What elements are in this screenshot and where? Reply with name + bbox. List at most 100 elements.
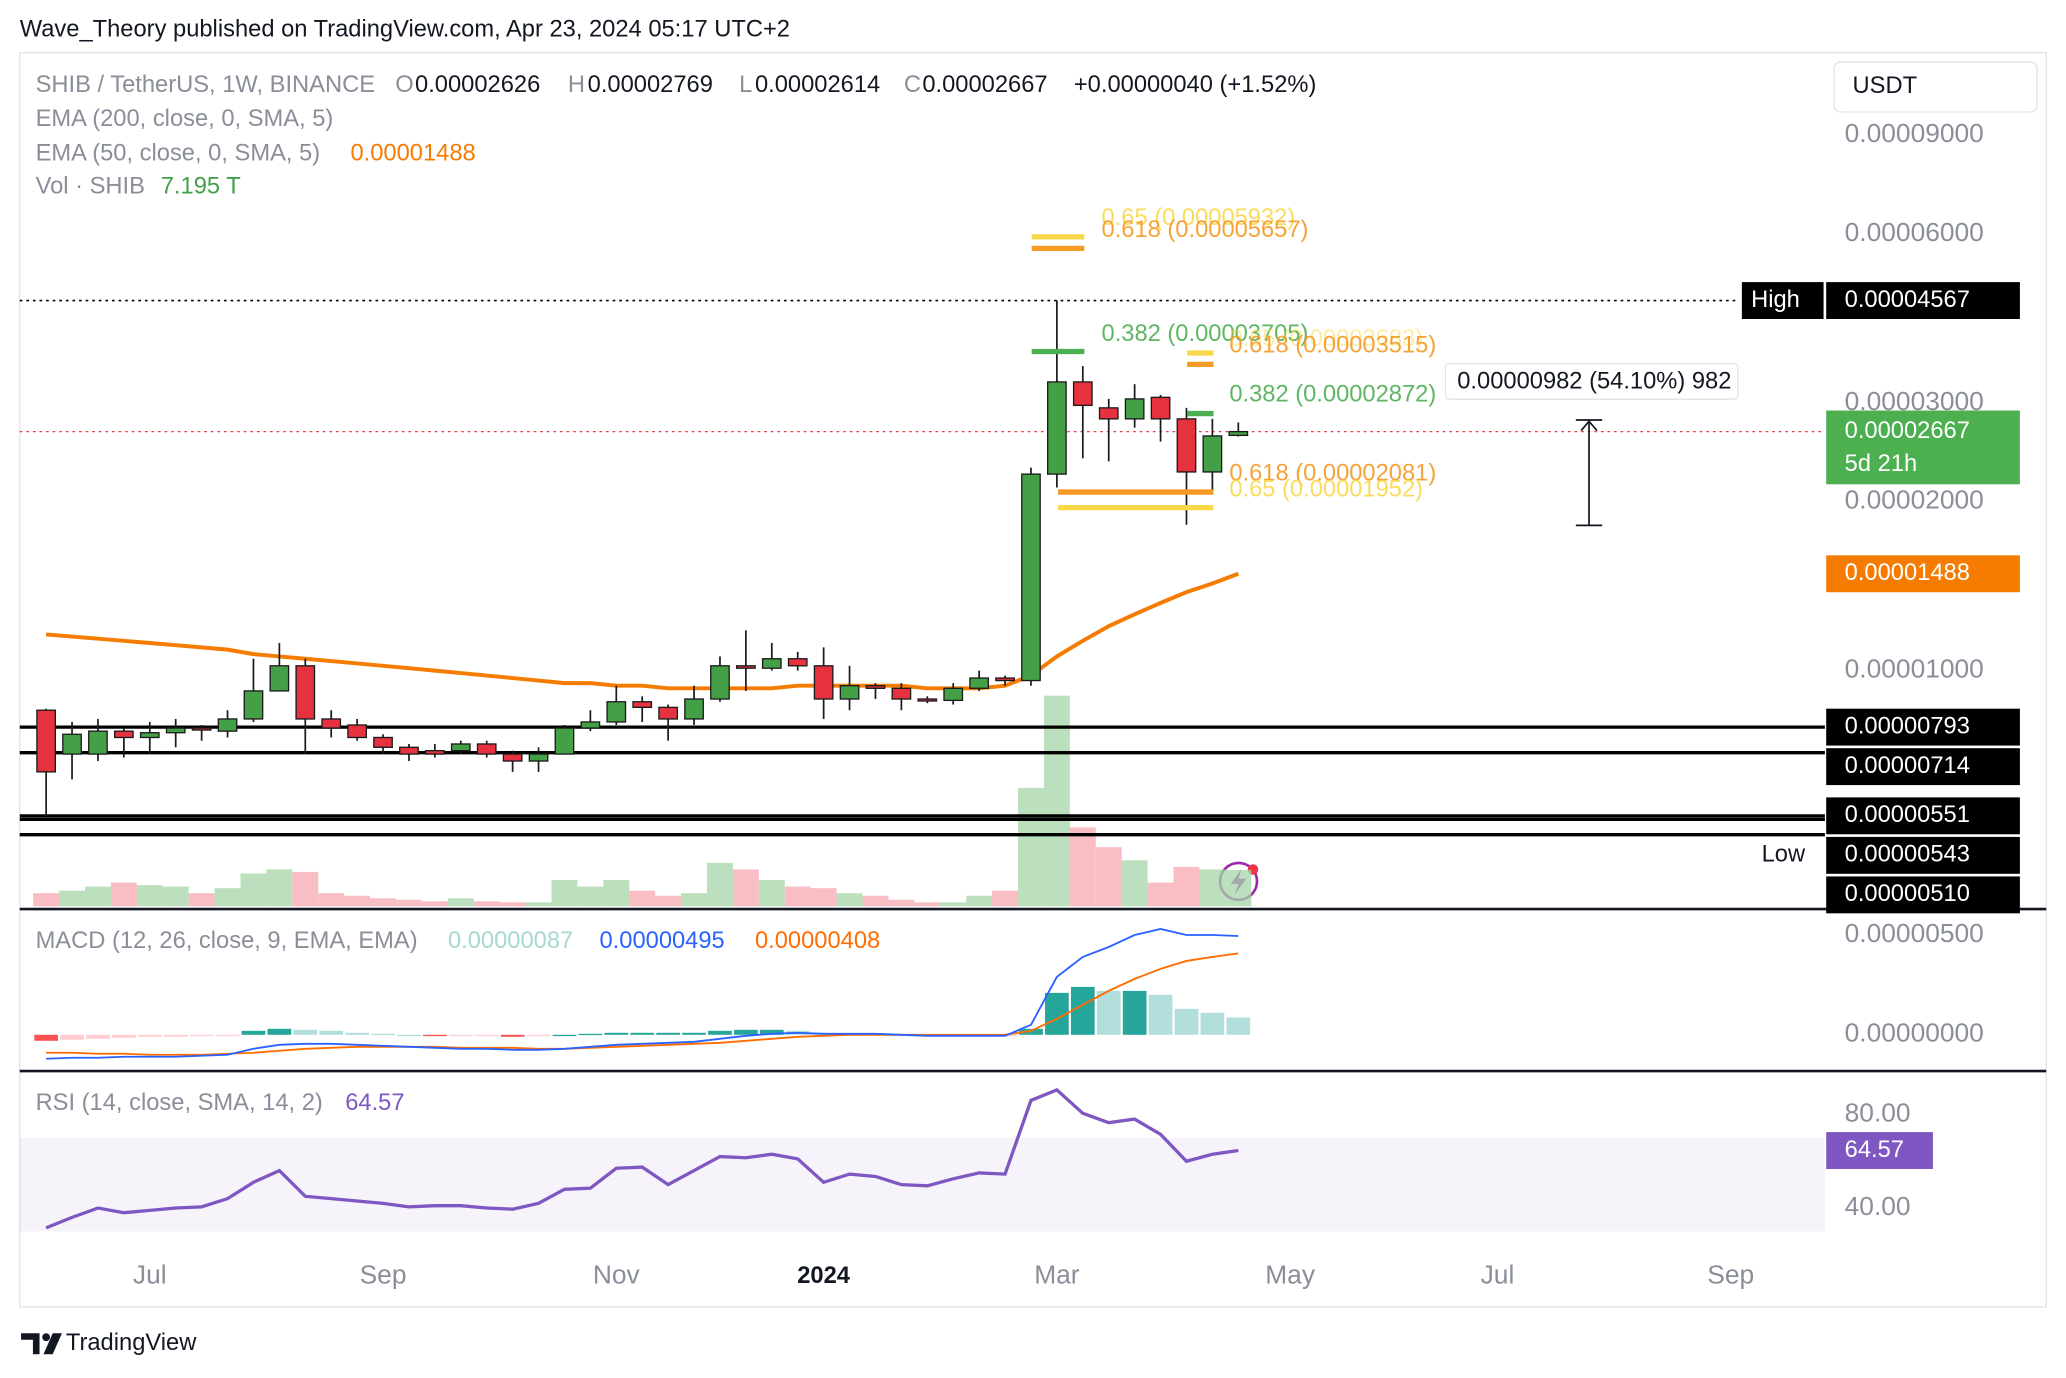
- macd-hist-bar: [267, 1028, 292, 1035]
- close-value: 0.00002667: [922, 72, 1047, 98]
- rsi-tick-label: 80.00: [1845, 1097, 1911, 1127]
- volume-bar: [810, 888, 837, 907]
- macd-hist-bar: [474, 1034, 499, 1037]
- candle-body: [1228, 430, 1249, 437]
- candle-body: [502, 753, 523, 762]
- volume-bar: [862, 895, 889, 907]
- rsi-tag-box: [1826, 1132, 1933, 1169]
- x-tick-label: Nov: [593, 1260, 641, 1290]
- candle-body: [658, 706, 679, 720]
- volume-bar: [188, 893, 215, 907]
- high-value: 0.00002769: [588, 72, 713, 98]
- volume-bar: [136, 885, 163, 907]
- volume-bar: [370, 898, 396, 907]
- macd-hist-bar: [397, 1034, 421, 1037]
- x-tick-label: Mar: [1034, 1260, 1080, 1290]
- volume-bar: [758, 880, 785, 907]
- volume-bar: [214, 888, 241, 907]
- candle-body: [865, 685, 886, 689]
- candle-body: [373, 736, 393, 748]
- candle-body: [1098, 407, 1119, 420]
- x-tick-label: Sep: [1707, 1260, 1754, 1290]
- macd-hist-bar: [241, 1030, 266, 1035]
- macd-hist-bar: [604, 1032, 629, 1035]
- x-tick-label: Sep: [360, 1260, 407, 1290]
- candle-body: [165, 727, 186, 734]
- currency-button[interactable]: [1833, 61, 2038, 113]
- high-value-tag: 0.00004567: [1845, 287, 1970, 313]
- candle-body: [969, 677, 990, 689]
- volume-bar: [59, 890, 85, 907]
- candle-body: [761, 658, 782, 669]
- volume-bar: [1069, 827, 1096, 907]
- candle-body: [321, 718, 342, 729]
- chart-frame: [19, 52, 2047, 1308]
- volume-bar: [732, 869, 759, 907]
- low-value: 0.00002614: [755, 72, 880, 98]
- fib-label: 0.382 (0.00003705): [1102, 321, 1309, 347]
- price-tag: 0.00002667: [1845, 418, 1970, 444]
- high-tag: High: [1751, 287, 1800, 313]
- volume-bar: [1147, 882, 1174, 907]
- volume-bar: [1121, 860, 1148, 907]
- volume-value: 7.195 T: [161, 173, 241, 199]
- volume-bar: [1095, 847, 1122, 907]
- macd-hist-bar: [319, 1030, 344, 1035]
- fib-label: 0.65 (0.00005932): [1102, 205, 1296, 231]
- macd-hist-bar: [682, 1032, 706, 1035]
- macd-hist-bar: [1148, 994, 1173, 1035]
- volume-bar: [655, 895, 682, 907]
- volume-bar: [681, 893, 708, 907]
- macd-hist-bar: [552, 1034, 577, 1037]
- macd-hist-bar: [293, 1029, 318, 1035]
- rsi-tag: 64.57: [1845, 1137, 1904, 1163]
- ema50-legend: EMA (50, close, 0, SMA, 5): [36, 140, 321, 166]
- x-tick-label: Jul: [1481, 1260, 1515, 1290]
- volume-bar: [707, 862, 733, 907]
- candle-body: [1124, 398, 1145, 420]
- volume-bar: [499, 902, 526, 907]
- volume-bar: [940, 902, 967, 907]
- candle-body: [88, 730, 108, 755]
- macd-hist-bar: [1070, 986, 1095, 1035]
- volume-bar: [914, 902, 941, 907]
- ema50-tag: 0.00001488: [1845, 560, 1970, 586]
- macd-hist-bar: [759, 1029, 784, 1035]
- candle-body: [710, 665, 730, 700]
- macd-hist-bar: [112, 1034, 136, 1038]
- volume-bar: [577, 886, 604, 907]
- volume-bar: [888, 899, 915, 907]
- candle-body: [787, 658, 808, 667]
- symbol: SHIB / TetherUS, 1W, BINANCE: [36, 72, 375, 98]
- volume-bar: [110, 882, 137, 907]
- candle-body: [295, 665, 316, 720]
- macd-signal-value: 0.00000408: [755, 928, 880, 954]
- candle-body: [554, 727, 575, 755]
- macd-hist-bar: [1174, 1008, 1199, 1035]
- level-tag: 0.00000714: [1845, 753, 1970, 779]
- volume-bar: [421, 901, 448, 907]
- macd-hist-bar: [86, 1034, 110, 1039]
- candle-body: [1202, 435, 1223, 473]
- candle-body: [891, 687, 912, 700]
- level-tag-box: [1826, 708, 2020, 746]
- low-tag-box: [1752, 836, 1824, 874]
- high-value-tag-box: [1826, 282, 2020, 319]
- volume-bar: [447, 898, 474, 907]
- level-tag-box: [1826, 748, 2020, 786]
- candle-body: [424, 749, 445, 755]
- low-tag: Low: [1762, 842, 1806, 868]
- y-tick-label: 0.00001000: [1845, 654, 1984, 684]
- fib-label: 0.65 (0.00001952): [1229, 476, 1423, 502]
- candle-body: [62, 733, 82, 755]
- candle-body: [813, 665, 834, 700]
- candle-body: [606, 701, 627, 723]
- y-tick-label: 0.00009000: [1845, 118, 1984, 148]
- level-tag-box: [1826, 797, 2020, 835]
- volume-bar: [784, 886, 811, 907]
- macd-hist-bar: [500, 1034, 525, 1037]
- volume-bar: [1199, 869, 1226, 907]
- candle-body: [528, 753, 549, 762]
- level-tag: 0.00000543: [1845, 842, 1970, 868]
- candle-body: [269, 665, 290, 692]
